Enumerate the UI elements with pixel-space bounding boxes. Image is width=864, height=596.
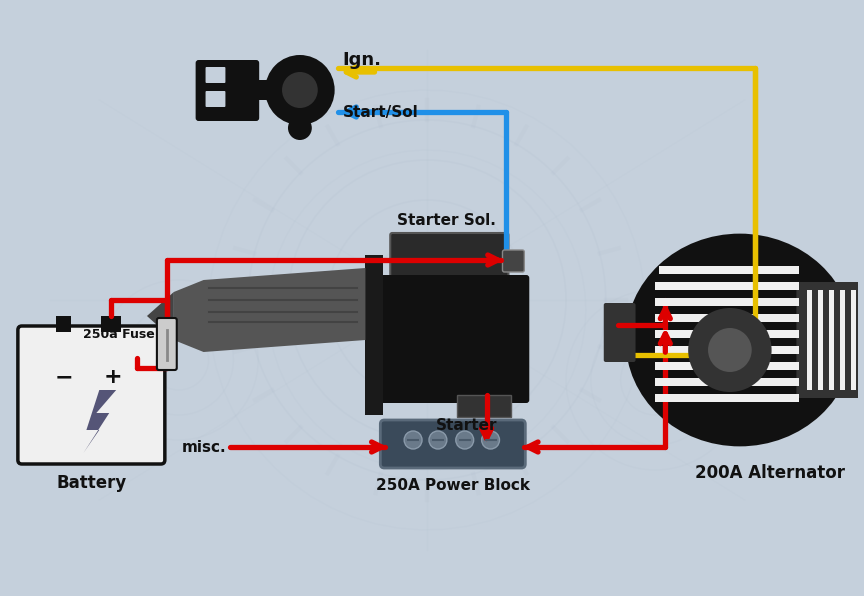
Circle shape: [456, 431, 473, 449]
Text: Starter Sol.: Starter Sol.: [397, 213, 496, 228]
Polygon shape: [147, 292, 174, 340]
Circle shape: [288, 116, 312, 140]
Text: Battery: Battery: [56, 474, 126, 492]
Text: −: −: [54, 367, 73, 387]
Text: 250a Fuse: 250a Fuse: [83, 328, 155, 342]
Bar: [101, 316, 121, 332]
Circle shape: [688, 308, 772, 392]
Bar: [862, 290, 864, 390]
Circle shape: [282, 72, 318, 108]
FancyBboxPatch shape: [195, 60, 259, 121]
Bar: [829, 290, 834, 390]
Bar: [656, 362, 799, 370]
Bar: [257, 80, 284, 100]
Bar: [656, 346, 799, 354]
FancyBboxPatch shape: [797, 282, 864, 398]
Bar: [365, 255, 384, 415]
Bar: [656, 394, 799, 402]
Circle shape: [429, 431, 447, 449]
Bar: [840, 290, 845, 390]
Polygon shape: [84, 390, 116, 453]
Circle shape: [404, 431, 422, 449]
Text: +: +: [104, 367, 123, 387]
Bar: [656, 282, 799, 290]
Bar: [55, 316, 72, 332]
Circle shape: [708, 328, 752, 372]
FancyBboxPatch shape: [604, 303, 636, 362]
FancyBboxPatch shape: [374, 275, 530, 403]
Circle shape: [265, 55, 334, 125]
Bar: [457, 395, 511, 417]
FancyBboxPatch shape: [206, 67, 226, 83]
Bar: [818, 290, 823, 390]
Bar: [656, 298, 799, 306]
Text: Ign.: Ign.: [343, 51, 382, 69]
FancyBboxPatch shape: [157, 318, 177, 370]
Text: 200A Alternator: 200A Alternator: [695, 464, 845, 482]
Text: Start/Sol: Start/Sol: [343, 104, 418, 120]
Polygon shape: [174, 268, 365, 352]
FancyBboxPatch shape: [206, 91, 226, 107]
Bar: [807, 290, 812, 390]
Ellipse shape: [626, 234, 854, 446]
Bar: [656, 330, 799, 338]
Bar: [656, 378, 799, 386]
FancyBboxPatch shape: [391, 233, 508, 280]
Text: Starter: Starter: [436, 418, 498, 433]
Bar: [656, 314, 799, 322]
Bar: [851, 290, 856, 390]
Bar: [658, 266, 799, 274]
FancyBboxPatch shape: [380, 420, 525, 468]
FancyBboxPatch shape: [18, 326, 165, 464]
Text: 250A Power Block: 250A Power Block: [376, 478, 530, 493]
Circle shape: [481, 431, 499, 449]
FancyBboxPatch shape: [503, 250, 524, 272]
Text: misc.: misc.: [181, 439, 226, 455]
